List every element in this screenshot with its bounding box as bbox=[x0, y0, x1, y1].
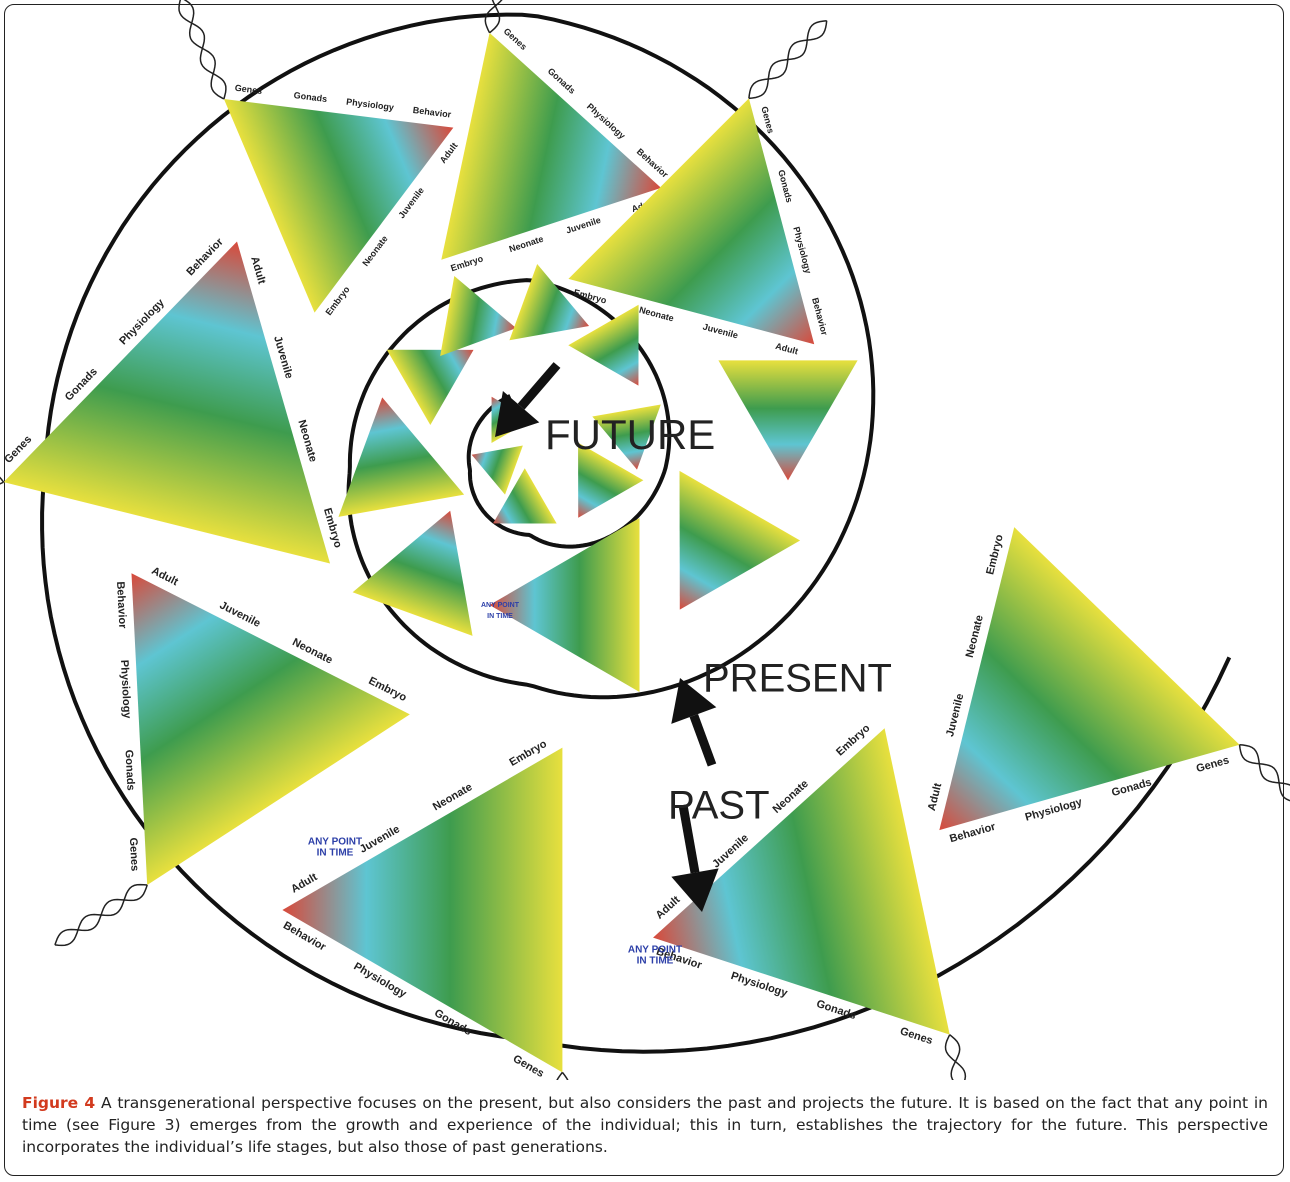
triangle-label: Adult bbox=[438, 141, 460, 165]
dna-helix bbox=[749, 21, 827, 99]
life-triangle bbox=[680, 471, 801, 610]
triangle-label: Genes bbox=[898, 1025, 934, 1047]
triangle-label: Embryo bbox=[449, 253, 484, 273]
triangle-label: Genes bbox=[127, 837, 141, 871]
life-triangle bbox=[282, 748, 562, 1073]
triangle-label: Gonads bbox=[776, 169, 794, 204]
triangle-label: Embryo bbox=[984, 533, 1006, 576]
triangle-label: Juvenile bbox=[702, 322, 739, 341]
time-marker: IN TIME bbox=[637, 956, 674, 967]
future-label: FUTURE bbox=[545, 411, 715, 458]
caption-label: Figure 4 bbox=[22, 1094, 95, 1112]
dna-helix bbox=[946, 1035, 977, 1080]
triangle-label: Physiology bbox=[346, 97, 395, 113]
figure: Adult Juvenile Neonate Embryo Behavior Physio… bbox=[0, 0, 1290, 1080]
triangle-label: Neonate bbox=[638, 305, 675, 324]
triangle-label: Physiology bbox=[791, 226, 813, 275]
life-triangle bbox=[718, 360, 857, 480]
triangle-label: Behavior bbox=[412, 105, 452, 120]
dna-helix bbox=[55, 885, 147, 945]
triangle-label: Adult bbox=[926, 782, 944, 812]
time-marker: ANY POINT bbox=[308, 837, 362, 848]
triangle-label: Behavior bbox=[114, 581, 128, 629]
life-triangle bbox=[353, 511, 473, 636]
time-marker: IN TIME bbox=[317, 848, 354, 859]
present-label: PRESENT bbox=[703, 657, 892, 701]
triangle-label: Adult bbox=[774, 341, 799, 357]
triangle-label: Gonads bbox=[293, 90, 327, 104]
dna-helix bbox=[1240, 745, 1290, 821]
triangle-label: Behavior bbox=[810, 297, 830, 337]
triangle-label: Physiology bbox=[118, 660, 133, 720]
triangle-label: Genes bbox=[1195, 754, 1231, 775]
triangle-label: Neonate bbox=[508, 234, 545, 255]
triangle-label: Juvenile bbox=[565, 215, 602, 236]
dna-helix bbox=[179, 0, 226, 99]
page: Adult Juvenile Neonate Embryo Behavior Physio… bbox=[0, 0, 1290, 1182]
time-marker: ANY POINT bbox=[481, 602, 520, 609]
caption-text: A transgenerational perspective focuses … bbox=[22, 1094, 1268, 1156]
life-triangle bbox=[387, 350, 474, 425]
time-marker: IN TIME bbox=[487, 613, 513, 620]
arrow-shaft bbox=[521, 365, 557, 407]
life-triangle bbox=[568, 98, 814, 344]
caption: Figure 4 A transgenerational perspective… bbox=[22, 1092, 1268, 1158]
triangle-label: Neonate bbox=[964, 614, 986, 659]
triangle-label: Genes bbox=[234, 83, 263, 96]
triangle-label: Genes bbox=[759, 105, 776, 134]
triangle-label: Gonads bbox=[122, 749, 136, 791]
triangle-label: Adult bbox=[248, 255, 267, 286]
time-marker: ANY POINT bbox=[628, 945, 682, 956]
triangle-label: Juvenile bbox=[944, 692, 966, 738]
arrow-shaft bbox=[694, 716, 712, 765]
past-label: PAST bbox=[668, 784, 770, 828]
dna-helix bbox=[950, 1035, 973, 1080]
